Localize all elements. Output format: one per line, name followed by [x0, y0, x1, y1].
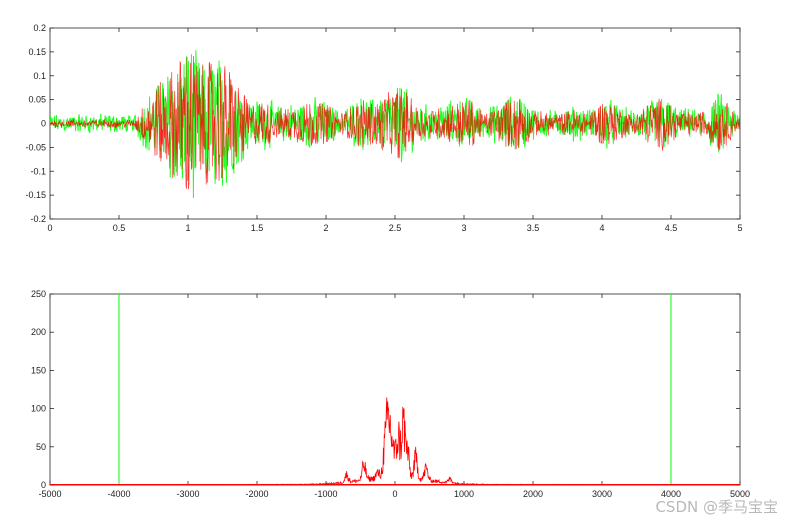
x-tick-label: -1000	[314, 489, 337, 499]
time-domain-plot: 0 0.5 1 1.5 2 2.5 3 3.5 4 4.5 5 -0.2 -0.15 -0.1 -0.05 0…	[25, 23, 742, 233]
x-tick-label: 0	[392, 489, 397, 499]
series-line-green	[50, 50, 740, 198]
x-tick-label: -5000	[38, 489, 61, 499]
y-tick-label: -0.15	[25, 190, 46, 200]
x-tick-label: 0	[47, 223, 52, 233]
spectrum-plot: -5000 -4000 -3000 -2000 -1000 0 1000 2000 3000 40…	[31, 289, 750, 499]
y-tick-label: 100	[31, 404, 46, 414]
x-tick-label: 3.5	[527, 223, 540, 233]
y-tick-label: 0.2	[33, 23, 46, 33]
x-tick-label: -3000	[176, 489, 199, 499]
x-tick-label: 4000	[661, 489, 681, 499]
x-tick-label: 5	[737, 223, 742, 233]
y-tick-label: 200	[31, 327, 46, 337]
y-tick-label: -0.1	[30, 166, 46, 176]
x-tick-label: 2	[323, 223, 328, 233]
y-tick-label: 150	[31, 365, 46, 375]
x-tick-label: 4.5	[665, 223, 678, 233]
x-tick-label: -4000	[107, 489, 130, 499]
y-tick-label: -0.05	[25, 142, 46, 152]
series-line-red	[50, 55, 740, 190]
watermark-text: CSDN @季马宝宝	[655, 498, 778, 516]
x-tick-label: 3000	[592, 489, 612, 499]
x-tick-label: 1	[185, 223, 190, 233]
x-tick-label: 3	[461, 223, 466, 233]
x-tick-label: 5000	[730, 489, 750, 499]
x-tick-label: 1.5	[251, 223, 264, 233]
axes-box	[49, 293, 741, 486]
x-tick-label: 2000	[523, 489, 543, 499]
y-tick-label: 250	[31, 289, 46, 299]
y-tick-label: 0	[41, 119, 46, 129]
x-tick-label: 4	[599, 223, 604, 233]
x-tick-label: -2000	[245, 489, 268, 499]
data-layer	[50, 50, 740, 198]
x-tick-label: 0.5	[113, 223, 126, 233]
data-layer	[50, 294, 740, 485]
y-tick-label: 0.15	[28, 47, 46, 57]
x-tick-label: 1000	[454, 489, 474, 499]
y-tick-label: -0.2	[30, 214, 46, 224]
y-tick-label: 50	[36, 442, 46, 452]
y-tick-label: 0.05	[28, 95, 46, 105]
y-tick-label: 0.1	[33, 71, 46, 81]
x-tick-label: 2.5	[389, 223, 402, 233]
y-tick-label: 0	[41, 480, 46, 490]
